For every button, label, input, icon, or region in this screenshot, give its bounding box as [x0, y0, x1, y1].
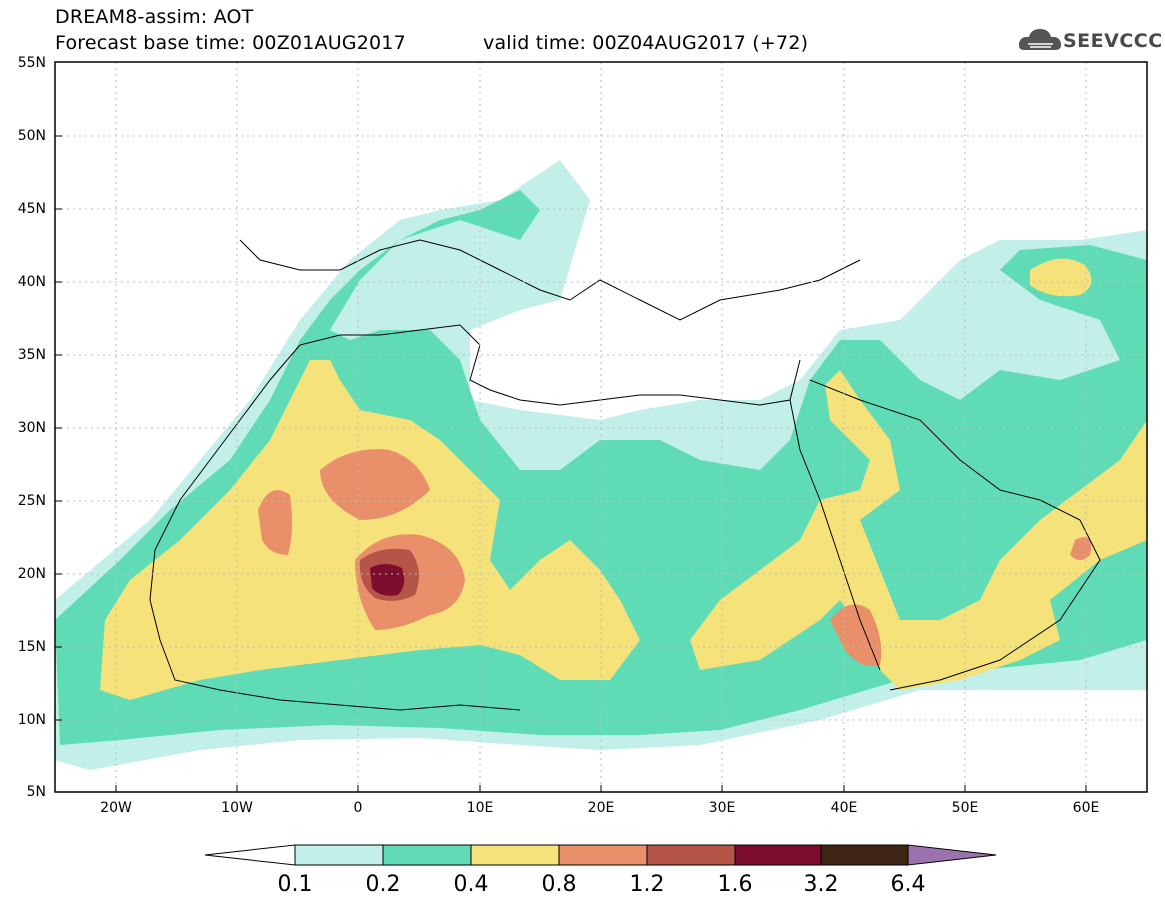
aot-contour-1.6	[370, 564, 405, 596]
coastline-arabia	[809, 379, 1101, 691]
colorbar-label: 1.6	[717, 872, 753, 897]
colorbar-bin-1	[294, 844, 384, 866]
lon-label: 50E	[951, 800, 979, 816]
lat-label: 20N	[17, 566, 46, 582]
lon-label: 10E	[466, 800, 494, 816]
lon-label: 40E	[830, 800, 858, 816]
lon-label: 20E	[587, 800, 615, 816]
colorbar-bin-4	[558, 844, 648, 866]
coastline-north-africa	[299, 324, 801, 406]
aot-contour-0.8-eritrea	[830, 604, 882, 666]
cloud-logo-icon	[1018, 29, 1062, 50]
lat-label: 45N	[17, 201, 46, 217]
coastline-west-africa	[149, 344, 521, 711]
colorbar-under-arrow	[204, 844, 296, 866]
lon-label: 60E	[1072, 800, 1100, 816]
lat-label: 55N	[17, 55, 46, 71]
colorbar-label: 0.2	[365, 872, 401, 897]
colorbar-label: 0.4	[453, 872, 489, 897]
coastline-europe	[239, 239, 861, 321]
lon-label: 30E	[708, 800, 736, 816]
map-title: DREAM8-assim: AOT	[55, 6, 254, 28]
colorbar-label: 3.2	[803, 872, 839, 897]
colorbar-bin-6	[734, 844, 822, 866]
lat-label: 30N	[17, 420, 46, 436]
lat-label: 40N	[17, 274, 46, 290]
seevccc-logo: SEEVCCC	[1063, 30, 1163, 52]
aot-contour-0.8-sahara	[320, 449, 430, 520]
aot-contour-0.8-mauritania	[258, 490, 293, 555]
lat-label: 25N	[17, 493, 46, 509]
colorbar-label: 1.2	[629, 872, 665, 897]
aot-contour-0.4-west	[100, 360, 640, 700]
lon-label: 10W	[221, 800, 253, 816]
lat-label: 10N	[17, 712, 46, 728]
colorbar-over-arrow	[907, 844, 997, 866]
lat-label: 15N	[17, 639, 46, 655]
colorbar-bin-3	[470, 844, 560, 866]
lat-label: 5N	[26, 784, 46, 800]
aot-contour-0.4-caspian	[1030, 258, 1092, 297]
aot-contour-0.4-east	[690, 370, 1147, 690]
colorbar-label: 0.1	[277, 872, 313, 897]
valid-time-label: valid time: 00Z04AUG2017 (+72)	[483, 32, 809, 54]
lat-label: 35N	[17, 347, 46, 363]
lat-label: 50N	[17, 128, 46, 144]
coastline-red-sea	[789, 399, 881, 671]
colorbar-bin-2	[382, 844, 472, 866]
colorbar	[204, 844, 997, 866]
lon-label: 20W	[100, 800, 132, 816]
lon-label: 0	[353, 800, 363, 816]
base-time-label: Forecast base time: 00Z01AUG2017	[55, 32, 406, 54]
colorbar-label: 6.4	[890, 872, 926, 897]
colorbar-bin-7	[820, 844, 909, 866]
colorbar-label: 0.8	[541, 872, 577, 897]
colorbar-bin-5	[646, 844, 736, 866]
